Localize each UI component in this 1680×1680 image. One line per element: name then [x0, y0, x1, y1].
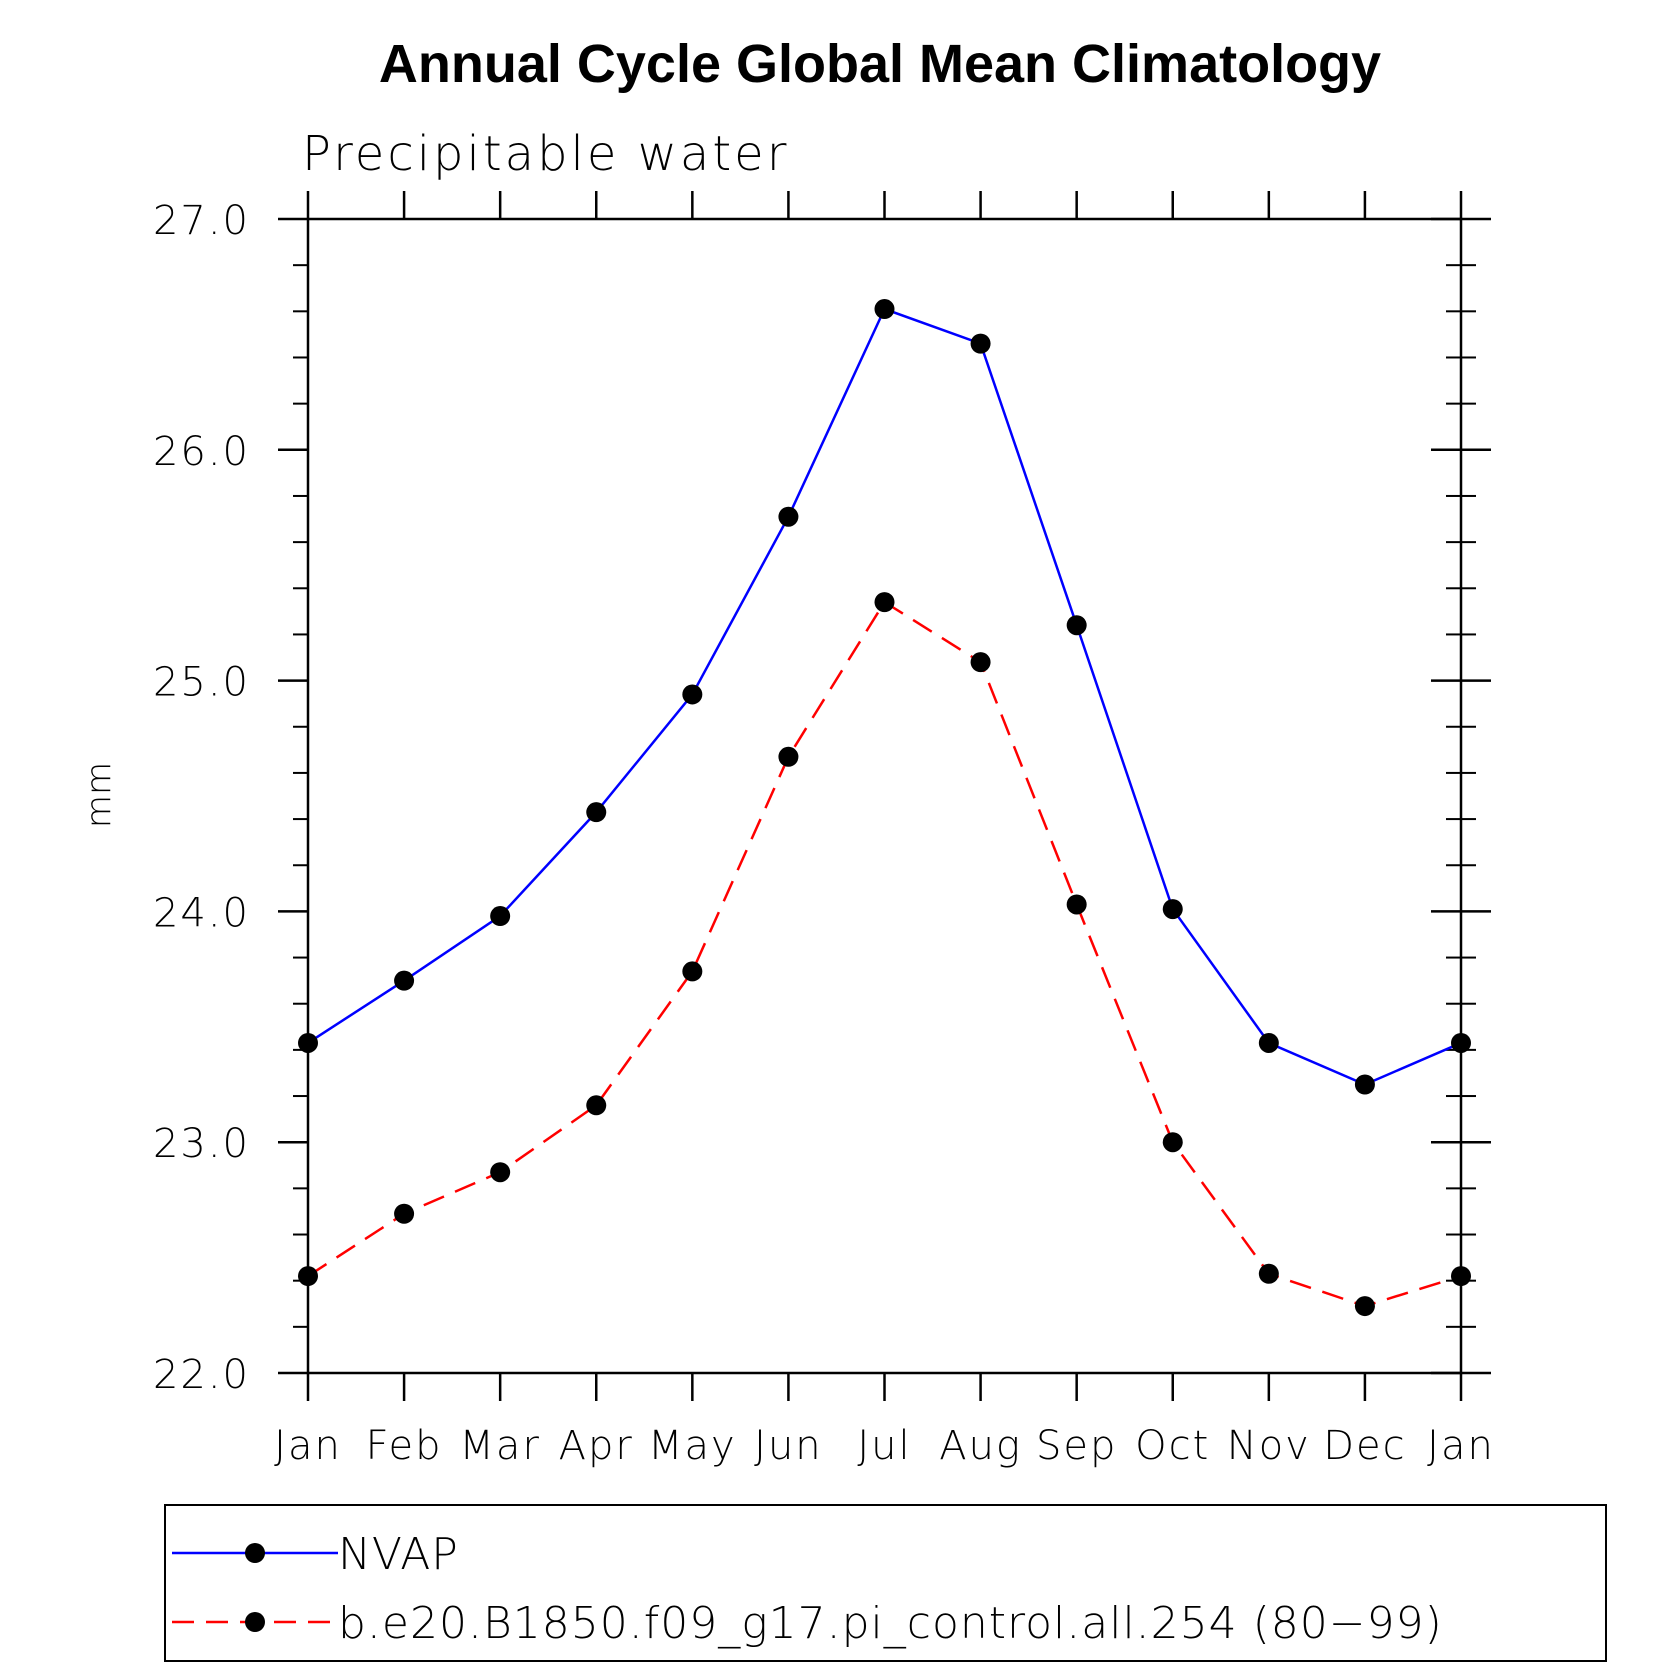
series-2-point — [1162, 1132, 1183, 1153]
x-tick-label: Nov — [1227, 1423, 1311, 1469]
x-tick-label: Jan — [274, 1423, 342, 1469]
series-2-point — [1258, 1263, 1279, 1284]
y-tick-labels: 22.0 23.0 24.0 25.0 26.0 27.0 — [153, 198, 250, 1398]
legend-marker-1 — [245, 1543, 265, 1563]
series-1-point — [1066, 615, 1087, 636]
y-tick-label: 27.0 — [153, 198, 250, 244]
x-tick-label: Aug — [939, 1423, 1022, 1469]
legend: NVAP b.e20.B1850.f09_g17.pi_control.all.2… — [172, 1529, 1443, 1649]
y-axis-label: mm — [79, 762, 119, 828]
x-tick-label: Jun — [754, 1423, 823, 1469]
y-tick-label: 24.0 — [153, 890, 250, 936]
series-2-point — [1354, 1296, 1375, 1317]
series-2-point — [586, 1095, 607, 1116]
series-2-point — [970, 652, 991, 673]
series-2-point — [394, 1203, 415, 1224]
series-1-point — [394, 970, 415, 991]
x-tick-label: Jan — [1427, 1423, 1495, 1469]
x-tick-label: Dec — [1323, 1423, 1406, 1469]
axis-ticks — [278, 191, 1491, 1401]
x-tick-label: Apr — [559, 1423, 634, 1469]
series-2-point — [778, 746, 799, 767]
y-tick-label: 26.0 — [153, 429, 250, 475]
series-1-point — [1258, 1032, 1279, 1053]
series-1-point — [778, 506, 799, 527]
series-1-point — [298, 1032, 318, 1053]
series-line-1 — [307, 307, 1462, 1086]
chart-title: Annual Cycle Global Mean Climatology — [379, 34, 1381, 94]
x-tick-label: Feb — [366, 1423, 443, 1469]
series-layer — [298, 299, 1471, 1317]
series-1-point — [1162, 899, 1183, 920]
x-tick-label: Sep — [1036, 1423, 1117, 1469]
legend-marker-2 — [245, 1612, 265, 1632]
series-1-point — [490, 906, 511, 927]
series-1-point — [1451, 1032, 1471, 1053]
legend-label-2: b.e20.B1850.f09_g17.pi_control.all.254 (… — [338, 1598, 1443, 1649]
legend-label-1: NVAP — [338, 1529, 459, 1580]
series-2-point — [682, 961, 703, 982]
legend-box — [164, 1504, 1607, 1662]
series-1-point — [1354, 1074, 1375, 1095]
x-tick-label: May — [648, 1423, 737, 1469]
series-2-point — [298, 1266, 318, 1287]
series-1-point — [874, 299, 895, 320]
series-2-point — [490, 1162, 511, 1183]
series-line-2 — [307, 600, 1462, 1308]
x-tick-label: Mar — [459, 1423, 540, 1469]
series-2-point — [1066, 894, 1087, 915]
series-1-point — [970, 333, 991, 354]
y-tick-label: 22.0 — [153, 1352, 250, 1398]
x-tick-label: Oct — [1135, 1423, 1210, 1469]
y-tick-label: 23.0 — [153, 1121, 250, 1167]
series-2-point — [874, 592, 895, 613]
plot-frame — [306, 217, 1463, 1375]
x-tick-labels: Jan Feb Mar Apr May Jun Jul Aug Sep Oct Nov Dec Jan — [274, 1423, 1495, 1469]
series-1-point — [586, 802, 607, 823]
x-tick-label: Jul — [857, 1423, 911, 1469]
y-tick-label: 25.0 — [153, 660, 250, 706]
chart-subtitle: Precipitable water — [302, 126, 789, 182]
series-1-point — [682, 684, 703, 705]
series-2-point — [1451, 1266, 1471, 1287]
